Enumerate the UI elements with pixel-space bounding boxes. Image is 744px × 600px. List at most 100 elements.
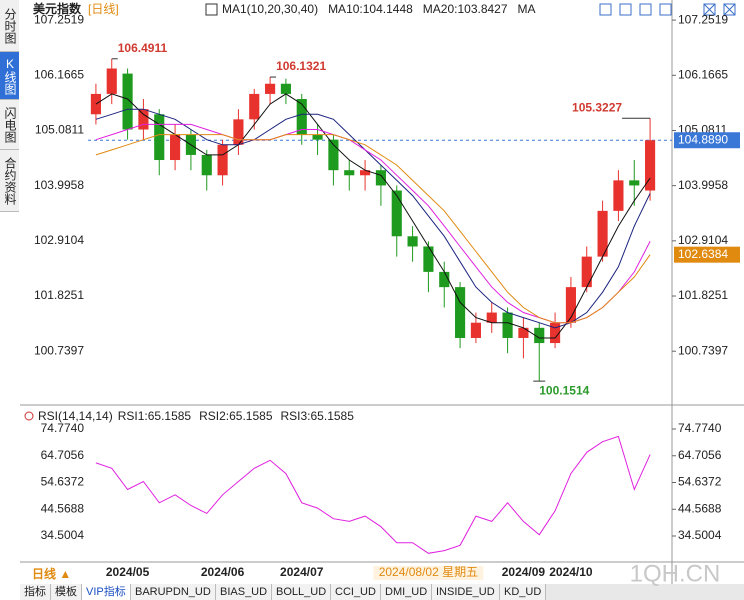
candle-body	[502, 312, 513, 338]
line-series	[95, 134, 651, 324]
y-tick-label: 101.8251	[678, 288, 728, 302]
y-tick-label-left: 34.5004	[41, 528, 85, 542]
legend-item: MA10:104.1448	[328, 2, 413, 16]
y-tick-label-left: 74.7740	[41, 421, 85, 435]
toolbar-icons	[599, 3, 736, 16]
candle-body	[265, 83, 276, 94]
candle-body	[423, 246, 434, 272]
candle-body	[296, 99, 307, 135]
rsi-icon[interactable]	[24, 411, 34, 421]
annotation: 106.4911	[118, 41, 168, 55]
candle-body	[312, 134, 323, 140]
y-tick-label-left: 106.1665	[34, 67, 84, 81]
candle-body	[375, 170, 386, 186]
line-series	[95, 108, 651, 329]
candle-body	[455, 287, 466, 338]
candle-body	[550, 322, 561, 344]
candle-body	[391, 190, 402, 237]
candle-body	[613, 180, 624, 211]
price-box	[674, 132, 740, 149]
bottom-tab[interactable]: INSIDE_UD	[432, 584, 500, 600]
legend-item: MA	[518, 2, 536, 16]
legend-item: RSI1:65.1585	[118, 409, 192, 423]
candle-body	[565, 287, 576, 323]
price-box-label: 102.6384	[678, 247, 728, 261]
bottom-tab[interactable]: DMI_UD	[381, 584, 433, 600]
candle-body	[597, 210, 608, 257]
candle-body	[201, 154, 212, 176]
x-tick-label: 2024/09	[502, 565, 546, 579]
bottom-tab[interactable]: BOLL_UD	[272, 584, 332, 600]
candle-body	[645, 140, 656, 191]
line-series	[95, 435, 651, 554]
x-tick-label: 2024/07	[280, 565, 324, 579]
candle-body	[217, 144, 228, 176]
y-tick-label: 107.2519	[678, 12, 728, 26]
candle-body	[138, 109, 149, 130]
candle-body	[233, 119, 244, 145]
annotation: 105.3227	[572, 100, 622, 114]
x-tick-label: 2024/05	[106, 565, 150, 579]
annotation: 100.1514	[539, 383, 589, 397]
x-tick-label: 2024/10	[549, 565, 593, 579]
candle-body	[629, 180, 640, 186]
price-box	[674, 246, 740, 263]
candle-body	[439, 271, 450, 288]
annotation: 106.1321	[276, 59, 326, 73]
side-tab[interactable]: 分时图	[0, 0, 19, 52]
bottom-tab[interactable]: 模板	[51, 584, 82, 600]
period-selector[interactable]: 日线 ▲	[32, 566, 71, 581]
candle-body	[122, 73, 133, 130]
legend-item: MA1(10,20,30,40)	[222, 2, 318, 16]
line-series	[95, 93, 651, 339]
y-tick-label: 34.5004	[678, 528, 722, 542]
candle-body	[470, 322, 481, 338]
y-tick-label-left: 103.9958	[34, 178, 84, 192]
bottom-tab[interactable]: VIP指标	[82, 584, 131, 600]
candle-body	[170, 134, 181, 161]
bottom-tab[interactable]: CCI_UD	[331, 584, 381, 600]
candle-body	[328, 139, 339, 171]
rsi-title: RSI(14,14,14)	[38, 409, 113, 423]
price-box-label: 104.8890	[678, 132, 728, 146]
candle-body	[249, 93, 260, 120]
candle-body	[154, 114, 165, 161]
y-tick-label-left: 64.7056	[41, 448, 85, 462]
side-tab[interactable]: 闪电图	[0, 100, 19, 150]
y-tick-label: 102.9104	[678, 233, 728, 247]
y-tick-label: 64.7056	[678, 448, 722, 462]
y-tick-label: 106.1665	[678, 67, 728, 81]
y-tick-label: 74.7740	[678, 421, 722, 435]
candle-body	[581, 256, 592, 288]
legend-item: RSI3:65.1585	[281, 409, 355, 423]
y-tick-label-left: 105.0811	[35, 123, 84, 137]
candle-body	[407, 236, 418, 247]
y-tick-label-left: 54.6372	[41, 475, 85, 489]
bottom-tab[interactable]: 指标	[20, 584, 51, 600]
period-label: [日线]	[88, 2, 119, 16]
watermark: 1QH.CN	[630, 560, 721, 587]
candle-body	[534, 327, 545, 344]
y-tick-label: 103.9958	[678, 178, 728, 192]
candle-body	[360, 170, 371, 176]
side-tab[interactable]: K线图	[0, 52, 19, 100]
bottom-tab[interactable]: KD_UD	[500, 584, 547, 600]
y-tick-label-left: 44.5688	[41, 501, 85, 515]
candle-body	[518, 327, 529, 338]
bottom-tab[interactable]: BIAS_UD	[216, 584, 273, 600]
candle-body	[106, 68, 117, 94]
chart-bg	[20, 0, 744, 584]
y-tick-label-left: 100.7397	[34, 343, 84, 357]
y-tick-label-left: 101.8251	[34, 288, 84, 302]
bottom-tab[interactable]: BARUPDN_UD	[131, 584, 216, 600]
candle-body	[344, 170, 355, 176]
y-tick-label-left: 102.9104	[34, 233, 84, 247]
date-highlight	[373, 566, 484, 580]
y-tick-label-left: 107.2519	[34, 12, 84, 26]
ma-icon[interactable]	[205, 3, 218, 16]
legend-item: RSI2:65.1585	[199, 409, 273, 423]
legend-item: MA20:103.8427	[423, 2, 508, 16]
side-tab[interactable]: 合约资料	[0, 150, 19, 212]
